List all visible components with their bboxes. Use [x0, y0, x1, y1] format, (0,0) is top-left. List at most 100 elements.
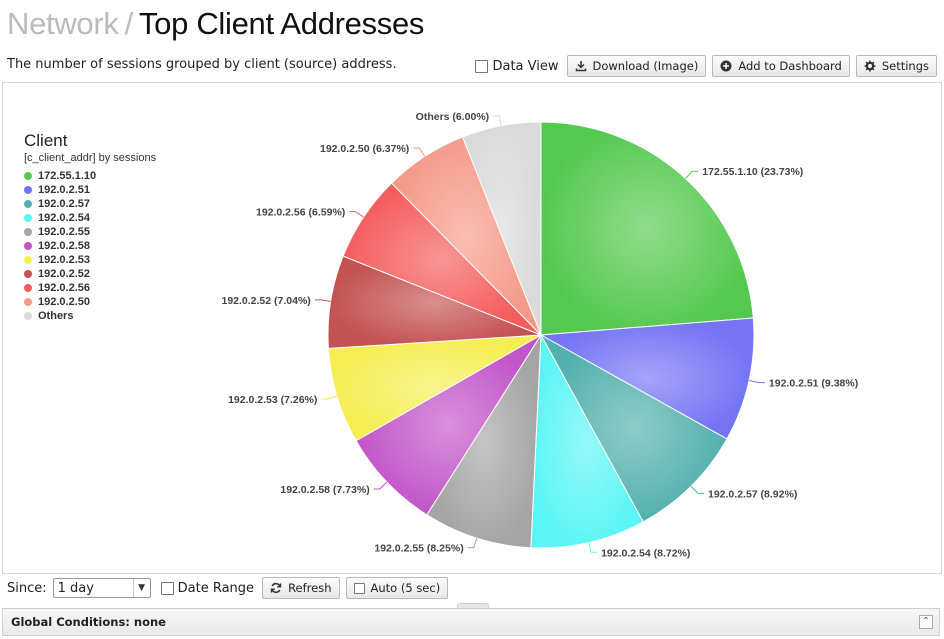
- legend-item[interactable]: 192.0.2.51: [24, 183, 156, 197]
- panel-resize-handle[interactable]: [457, 603, 489, 610]
- pie-label-connector: [588, 542, 598, 553]
- breadcrumb-separator: /: [124, 6, 134, 41]
- download-image-button[interactable]: Download (Image): [566, 55, 707, 77]
- global-conditions-bar[interactable]: Global Conditions: none ⌃: [2, 608, 940, 636]
- settings-button[interactable]: Settings: [855, 55, 937, 77]
- pie-data-label: 172.55.1.10 (23.73%): [702, 166, 803, 178]
- pie-data-label: 192.0.2.52 (7.04%): [221, 295, 310, 307]
- refresh-icon: [270, 582, 282, 594]
- pie-data-label: 192.0.2.51 (9.38%): [769, 378, 858, 390]
- download-icon: [575, 61, 586, 72]
- legend-subtitle: [c_client_addr] by sessions: [24, 152, 157, 164]
- pie-label-connector: [349, 211, 364, 218]
- since-label: Since:: [7, 580, 47, 596]
- legend-dot-icon: [24, 270, 32, 278]
- legend-dot-icon: [24, 312, 32, 320]
- legend-item[interactable]: 192.0.2.54: [24, 211, 156, 225]
- global-conditions-text: Global Conditions: none: [11, 615, 166, 629]
- pie-slice[interactable]: [540, 121, 754, 336]
- plus-circle-icon: [720, 60, 732, 72]
- legend-item[interactable]: 192.0.2.56: [24, 281, 156, 295]
- data-view-toggle[interactable]: Data View: [475, 58, 559, 74]
- legend-dot-icon: [24, 284, 32, 292]
- legend-item[interactable]: 192.0.2.58: [24, 239, 156, 253]
- pie-label-connector: [321, 395, 338, 400]
- legend-item[interactable]: 192.0.2.57: [24, 197, 156, 211]
- legend-item[interactable]: Others: [24, 309, 156, 323]
- legend-dot-icon: [24, 242, 32, 250]
- legend-item-label: 192.0.2.50: [38, 296, 90, 308]
- legend-item-label: 172.55.1.10: [38, 170, 97, 182]
- add-to-dashboard-label: Add to Dashboard: [738, 59, 842, 73]
- data-view-label: Data View: [492, 58, 559, 74]
- pie-slice-fill[interactable]: [540, 121, 754, 336]
- legend-dot-icon: [24, 186, 32, 194]
- legend-item-label: 192.0.2.55: [38, 226, 90, 238]
- page-title: Top Client Addresses: [138, 6, 425, 41]
- pie-label-connector: [373, 481, 388, 490]
- pie-label-connector: [413, 147, 426, 157]
- pie-data-label: 192.0.2.56 (6.59%): [256, 207, 345, 219]
- legend-dot-icon: [24, 214, 32, 222]
- pie-label-connector: [748, 380, 765, 384]
- gear-icon: [864, 60, 876, 72]
- add-to-dashboard-button[interactable]: Add to Dashboard: [712, 55, 850, 77]
- pie-label-connector: [467, 537, 478, 549]
- refresh-label: Refresh: [288, 581, 332, 595]
- legend-dot-icon: [24, 228, 32, 236]
- legend-dot-icon: [24, 298, 32, 306]
- legend-item[interactable]: 192.0.2.50: [24, 295, 156, 309]
- legend-item-label: 192.0.2.53: [38, 254, 90, 266]
- legend-item-label: 192.0.2.54: [38, 212, 90, 224]
- legend-item-label: 192.0.2.52: [38, 268, 90, 280]
- report-toolbar: Data View Download (Image) Add to Dashbo…: [475, 55, 937, 77]
- pie-labels: 172.55.1.10 (23.73%) 192.0.2.51 (9.38%) 19…: [221, 111, 858, 559]
- date-range-checkbox[interactable]: [160, 581, 174, 595]
- since-value: 1 day: [57, 580, 94, 596]
- collapse-icon[interactable]: ⌃: [919, 615, 933, 629]
- pie-data-label: 192.0.2.53 (7.26%): [228, 394, 317, 406]
- auto-refresh-checkbox[interactable]: [353, 582, 365, 594]
- date-range-toggle[interactable]: Date Range: [160, 580, 255, 596]
- legend-item-label: 192.0.2.51: [38, 184, 90, 196]
- legend-item-label: Others: [38, 310, 74, 322]
- settings-label: Settings: [881, 59, 929, 73]
- legend-item[interactable]: 192.0.2.53: [24, 253, 156, 267]
- legend-item[interactable]: 192.0.2.52: [24, 267, 156, 281]
- chevron-down-icon: ▼: [132, 579, 150, 597]
- legend-item-label: 192.0.2.58: [38, 240, 90, 252]
- legend-dot-icon: [24, 172, 32, 180]
- legend-items: 172.55.1.10 192.0.2.51 192.0.2.57 192.0.2.5…: [24, 169, 156, 323]
- pie-data-label: 192.0.2.57 (8.92%): [708, 488, 797, 500]
- legend-dot-icon: [24, 200, 32, 208]
- legend-item[interactable]: 192.0.2.55: [24, 225, 156, 239]
- pie-label-connector: [685, 170, 699, 179]
- pie-data-label: 192.0.2.54 (8.72%): [601, 547, 690, 559]
- pie-data-label: Others (6.00%): [416, 111, 490, 123]
- legend-dot-icon: [24, 256, 32, 264]
- auto-refresh-toggle[interactable]: Auto (5 sec): [345, 577, 449, 599]
- pie-label-connector: [690, 485, 704, 494]
- pie-data-label: 192.0.2.50 (6.37%): [320, 143, 409, 155]
- report-description: The number of sessions grouped by client…: [7, 57, 397, 72]
- chart-legend: Client [c_client_addr] by sessions 172.5…: [24, 131, 156, 323]
- pie-label-connector: [314, 299, 331, 302]
- since-select[interactable]: 1 day ▼: [52, 578, 151, 598]
- breadcrumb-network[interactable]: Network: [7, 6, 119, 41]
- time-controls: Since: 1 day ▼ Date Range Refresh Auto (…: [7, 577, 449, 599]
- data-view-checkbox[interactable]: [475, 59, 489, 73]
- download-image-label: Download (Image): [592, 59, 699, 73]
- pie-data-label: 192.0.2.58 (7.73%): [280, 484, 369, 496]
- pie-label-connector: [493, 115, 502, 126]
- pie-data-label: 192.0.2.55 (8.25%): [374, 543, 463, 555]
- refresh-button[interactable]: Refresh: [262, 577, 340, 599]
- auto-refresh-label: Auto (5 sec): [370, 581, 441, 595]
- date-range-label: Date Range: [177, 580, 255, 596]
- legend-item-label: 192.0.2.57: [38, 198, 90, 210]
- legend-item[interactable]: 172.55.1.10: [24, 169, 156, 183]
- page-heading: Network / Top Client Addresses: [7, 6, 424, 42]
- legend-item-label: 192.0.2.56: [38, 282, 90, 294]
- pie-slices: [327, 121, 755, 549]
- legend-title: Client: [24, 131, 68, 150]
